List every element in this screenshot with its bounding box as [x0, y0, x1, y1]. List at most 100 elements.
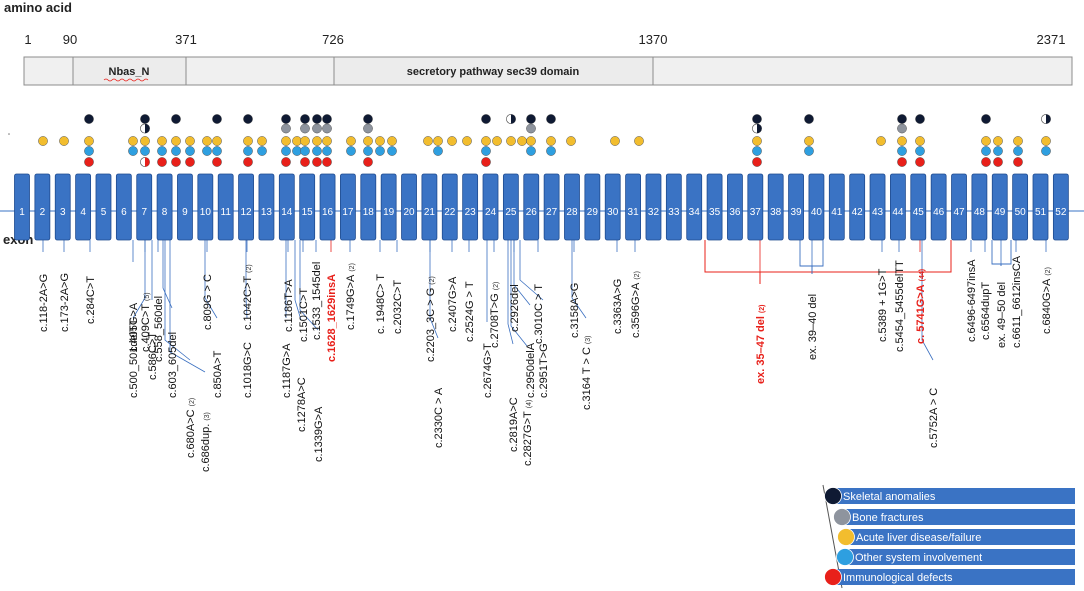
spellcheck-underline [103, 78, 149, 82]
mutation-label: c.5454_5455delTT [894, 260, 906, 352]
mutation-name: c.1628_1629insA [326, 274, 338, 362]
exon-label: 45 [913, 207, 925, 218]
liver-disease-dot [300, 136, 310, 146]
liver-disease-dot [433, 136, 443, 146]
mutation-label: c.586C>T [147, 332, 159, 380]
skeletal-anomalies-dot [281, 114, 291, 124]
mutation-label: c.1042C>T (2) [242, 264, 254, 330]
exon-label: 31 [628, 207, 640, 218]
mutation-leader-line [204, 240, 218, 319]
bone-fractures-dot [322, 123, 332, 134]
liver-disease-dot [462, 136, 472, 146]
mutation-label: c.2674G>T [482, 343, 494, 398]
liver-disease-dot [447, 136, 457, 146]
mutation-leader-line [921, 240, 934, 361]
exon-box [747, 173, 764, 241]
mutation-count: (2) [759, 305, 766, 314]
other-system-dot [300, 146, 310, 156]
deletion-bracket-ex49-50 [991, 240, 1012, 265]
amino-acid-title: amino acid [4, 0, 72, 15]
mutation-label: c.6564dupT [980, 282, 992, 340]
exon-label: 49 [994, 207, 1006, 218]
immunological-dot [993, 157, 1003, 167]
mutation-label: c.686dup. (3) [200, 412, 212, 472]
skeletal-anomalies-dot [981, 114, 991, 124]
exon-label: 26 [526, 207, 538, 218]
exon-label: 22 [444, 207, 456, 218]
liver-disease-dot [610, 136, 620, 146]
mutation-name: c.2951T>G [538, 343, 550, 398]
exon-box [462, 173, 479, 241]
mutation-label: ex. 39–40 del [807, 294, 819, 360]
mutation-name: c.6564dupT [980, 282, 992, 340]
exon-label: 24 [485, 207, 497, 218]
other-system-dot [312, 146, 322, 156]
exon-box [360, 173, 377, 241]
immunological-dot [363, 157, 373, 167]
immunological-dot [981, 157, 991, 167]
mutation-count: (5) [144, 292, 151, 301]
exon-label: 8 [162, 207, 168, 218]
legend-marker [836, 548, 854, 566]
mutation-label: c. 5741G>A (44) [915, 269, 927, 344]
mutation-name: c.2926del [509, 284, 521, 332]
exon-box [727, 173, 743, 241]
mutation-label: c.1749G>A (2) [345, 263, 357, 330]
exon-box [808, 173, 825, 241]
liver-disease-dot [423, 136, 433, 146]
liver-disease-dot [322, 136, 332, 146]
liver-disease-dot [38, 136, 48, 146]
exon-box [523, 173, 540, 241]
exon-label: 29 [587, 207, 599, 218]
exon-box [14, 173, 30, 241]
exon-box [401, 173, 417, 241]
other-system-dot [322, 146, 332, 156]
liver-disease-dot [876, 136, 886, 146]
mutation-name: c.2524G > T [464, 281, 476, 342]
aa-position-label: 371 [175, 32, 197, 47]
immunological-dot [171, 157, 181, 167]
mutation-label: c.409C>T (5) [140, 292, 152, 352]
immunological-dot [281, 157, 291, 167]
exon-box [767, 173, 784, 241]
mutation-count: (3) [585, 336, 592, 345]
other-system-dot [243, 146, 253, 156]
mutation-count: (3) [204, 412, 211, 421]
exon-box [869, 173, 886, 241]
exon-box [971, 173, 988, 241]
exon-label: 21 [424, 207, 436, 218]
legend-bar [833, 488, 1075, 504]
bone-fractures-dot [312, 123, 322, 134]
mutation-leader-line [299, 240, 319, 331]
mutation-label: c.1187G>A [281, 343, 293, 398]
other-system-dot [993, 146, 1003, 156]
other-system-dot [257, 146, 267, 156]
exon-box [34, 173, 51, 241]
other-system-dot [157, 146, 167, 156]
mutation-count: (2) [634, 271, 641, 280]
exon-label: 17 [342, 207, 354, 218]
exon-label: 47 [953, 207, 965, 218]
other-system-dot [363, 146, 373, 156]
mutation-leader-line [429, 240, 439, 339]
aa-position-label: 1370 [639, 32, 668, 47]
mutation-label: c.2330C > A [433, 387, 445, 448]
mutation-label: c.2926del [509, 284, 521, 332]
mutation-label: c.405G>A [128, 302, 140, 352]
mutation-name: c.1501C>T [298, 288, 310, 342]
exon-box [217, 173, 234, 241]
exon-box [584, 173, 601, 241]
mutation-name: c.284C>T [85, 276, 97, 324]
exon-label: 6 [121, 207, 127, 218]
mutation-name: c. 5741G>A [915, 284, 927, 344]
mutation-label: c.2407G>A [447, 276, 459, 332]
skeletal-anomalies-dot [243, 114, 253, 124]
liver-disease-dot [1013, 136, 1023, 146]
exon-label: 43 [872, 207, 884, 218]
mutation-label: c.3164 T > C (3) [581, 336, 593, 410]
exon-box [75, 173, 92, 241]
skeletal-anomalies-dot [804, 114, 814, 124]
mutation-name: c.3596G>A [630, 282, 642, 338]
mutation-leader-line [132, 240, 146, 319]
skeletal-anomalies-dot [915, 114, 925, 124]
